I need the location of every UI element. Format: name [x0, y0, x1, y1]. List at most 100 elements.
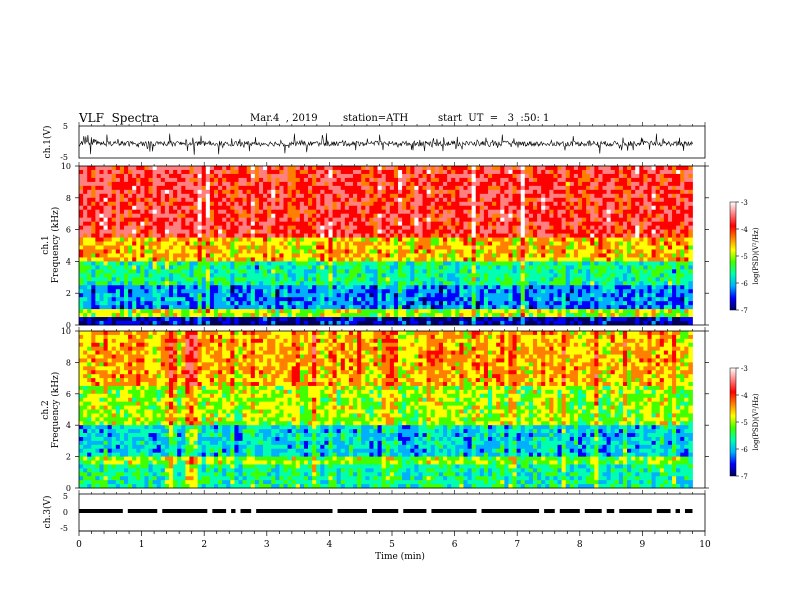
spectrogram-cell	[451, 185, 456, 191]
spectrogram-cell	[283, 245, 288, 250]
spectrogram-cell	[299, 173, 305, 179]
spectrogram-cell	[541, 273, 546, 278]
spectrogram-cell	[463, 201, 468, 207]
spectrogram-cell	[365, 197, 370, 203]
spectrogram-cell	[238, 225, 243, 231]
spectrogram-cell	[430, 241, 436, 246]
spectrogram-cell	[111, 229, 117, 234]
spectrogram-cell	[438, 193, 444, 199]
spectrogram-cell	[275, 273, 280, 278]
spectrogram-cell	[393, 233, 399, 238]
spectrogram-cell	[500, 221, 505, 227]
spectrogram-cell	[332, 201, 338, 207]
spectrogram-cell	[99, 217, 104, 223]
spectrogram-cell	[115, 189, 121, 195]
spectrogram-cell	[308, 169, 313, 175]
spectrogram-cell	[528, 265, 534, 270]
spectrogram-cell	[87, 241, 92, 246]
spectrogram-cell	[140, 293, 145, 298]
spectrogram-cell	[647, 277, 652, 282]
spectrogram-cell	[87, 201, 92, 207]
spectrogram-cell	[516, 221, 522, 227]
spectrogram-cell	[357, 166, 362, 171]
spectrogram-cell	[483, 285, 489, 290]
spectrogram-cell	[283, 221, 288, 227]
spectrogram-cell	[328, 229, 333, 234]
spectrogram-cell	[173, 177, 178, 183]
spectrogram-cell	[455, 257, 460, 262]
spectrogram-cell	[238, 285, 243, 290]
spectrogram-cell	[189, 257, 194, 262]
spectrogram-cell	[557, 169, 562, 175]
spectrogram-cell	[443, 233, 448, 238]
spectrogram-cell	[312, 177, 317, 183]
spectrogram-cell	[647, 173, 652, 179]
spectrogram-cell	[369, 245, 374, 250]
spectrogram-cell	[136, 293, 141, 298]
spectrogram-cell	[287, 209, 293, 215]
spectrogram-cell	[283, 285, 288, 290]
spectrogram-cell	[500, 166, 505, 171]
spectrogram-cell	[226, 281, 231, 286]
spectrogram-cell	[99, 177, 104, 183]
spectrogram-cell	[213, 269, 219, 274]
spectrogram-cell	[115, 169, 121, 175]
spectrogram-cell	[91, 169, 96, 175]
spectrogram-cell	[516, 197, 522, 203]
spectrogram-cell	[410, 261, 415, 266]
spectrogram-cell	[520, 253, 526, 258]
spectrogram-cell	[398, 289, 403, 294]
spectrogram-cell	[451, 193, 456, 199]
spectrogram-cell	[500, 181, 505, 187]
spectrogram-cell	[156, 277, 162, 282]
spectrogram-cell	[263, 237, 268, 242]
spectrogram-cell	[541, 189, 546, 195]
spectrogram-cell	[459, 173, 464, 179]
spectrogram-cell	[119, 166, 125, 171]
spectrogram-cell	[156, 265, 162, 270]
spectrogram-cell	[672, 261, 677, 266]
spectrogram-cell	[434, 237, 440, 242]
spectrogram-cell	[500, 177, 505, 183]
spectrogram-cell	[655, 233, 661, 238]
spectrogram-cell	[463, 181, 468, 187]
spectrogram-cell	[647, 197, 652, 203]
spectrogram-cell	[132, 201, 137, 207]
spectrogram-cell	[516, 277, 522, 282]
spectrogram-cell	[688, 245, 693, 250]
spectrogram-cell	[267, 201, 272, 207]
spectrogram-cell	[267, 257, 272, 262]
spectrogram-cell	[336, 241, 342, 246]
spectrogram-cell	[234, 269, 239, 274]
spectrogram-cell	[83, 169, 88, 175]
spectrogram-cell	[111, 193, 117, 199]
spectrogram-cell	[443, 245, 448, 250]
spectrogram-cell	[385, 269, 391, 274]
spectrogram-cell	[299, 285, 305, 290]
spectrogram-cell	[87, 265, 92, 270]
spectrogram-cell	[250, 197, 256, 203]
spectrogram-cell	[577, 197, 583, 203]
spectrogram-cell	[622, 209, 628, 215]
spectrogram-cell	[635, 185, 640, 191]
spectrogram-cell	[156, 249, 162, 254]
spectrogram-cell	[389, 177, 395, 183]
spectrogram-cell	[132, 241, 137, 246]
spectrogram-cell	[483, 237, 489, 242]
spectrogram-cell	[328, 177, 333, 183]
spectrogram-cell	[283, 177, 288, 183]
spectrogram-cell	[177, 241, 182, 246]
spectrogram-cell	[475, 185, 481, 191]
spectrogram-cell	[173, 185, 178, 191]
spectrogram-cell	[414, 201, 419, 207]
spectrogram-cell	[344, 225, 350, 231]
spectrogram-cell	[639, 177, 644, 183]
spectrogram-cell	[197, 177, 203, 183]
spectrogram-cell	[107, 193, 113, 199]
spectrogram-cell	[606, 193, 612, 199]
spectrogram-cell	[451, 265, 456, 270]
spectrogram-cell	[414, 265, 419, 270]
spectrogram-cell	[443, 261, 448, 266]
spectrogram-cell	[586, 245, 591, 250]
spectrogram-cell	[561, 193, 567, 199]
